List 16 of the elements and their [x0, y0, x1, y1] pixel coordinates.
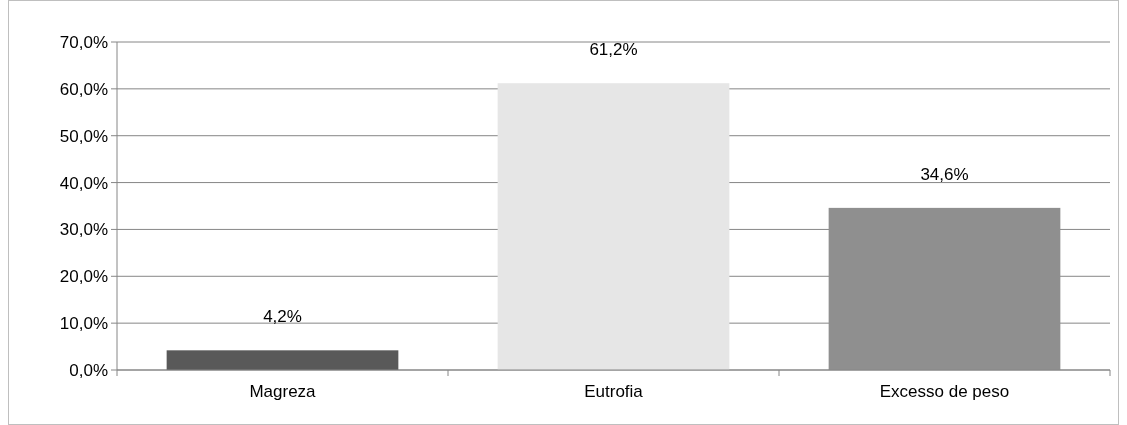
y-tick-label: 30,0%	[59, 220, 108, 240]
data-label: 34,6%	[920, 164, 969, 184]
y-tick-label: 60,0%	[59, 79, 108, 99]
x-tick-label: Excesso de peso	[879, 382, 1010, 401]
x-tick-label: Magreza	[249, 382, 317, 401]
y-tick-label: 40,0%	[59, 173, 108, 193]
data-label: 4,2%	[263, 307, 302, 327]
x-tick-label: Eutrofia	[584, 382, 644, 401]
y-tick-label: 10,0%	[59, 314, 108, 334]
bar	[497, 83, 730, 370]
y-tick-label: 0,0%	[69, 360, 108, 380]
bar	[166, 350, 399, 370]
y-tick-label: 70,0%	[59, 32, 108, 52]
y-tick-label: 20,0%	[59, 267, 108, 287]
y-tick-label: 50,0%	[59, 126, 108, 146]
data-label: 61,2%	[589, 40, 638, 60]
